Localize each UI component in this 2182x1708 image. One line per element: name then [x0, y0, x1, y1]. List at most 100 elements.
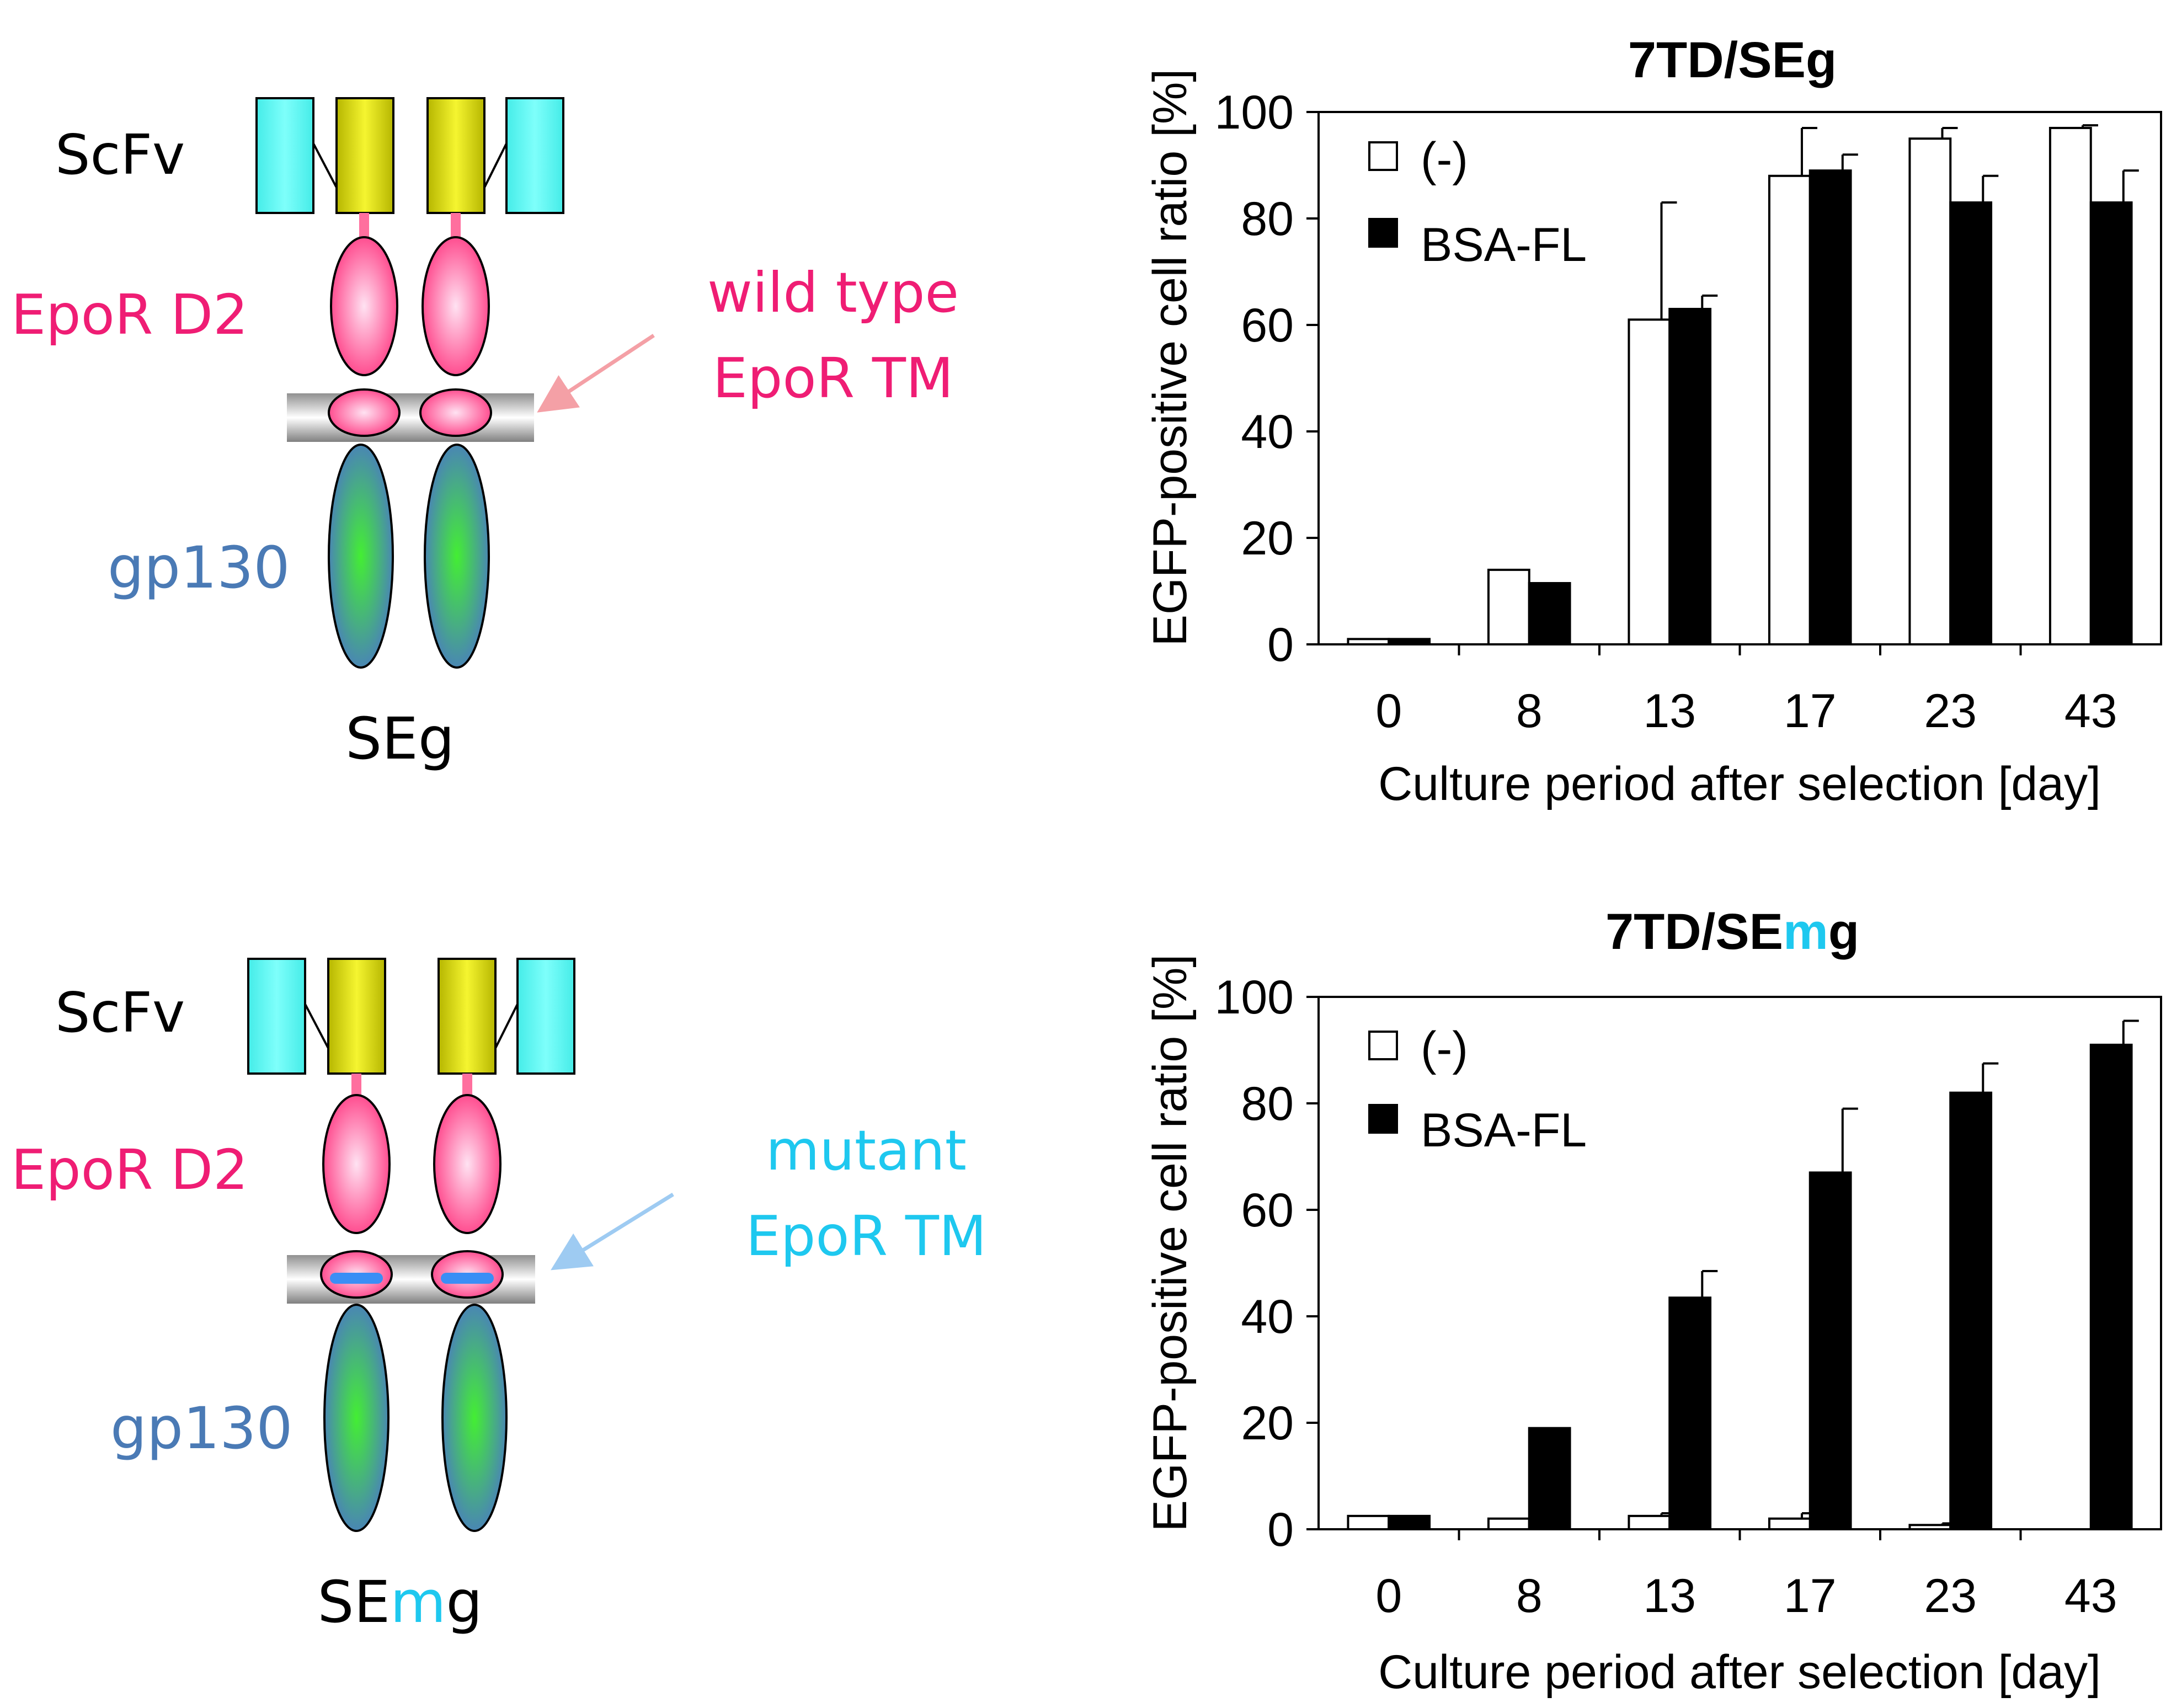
x-ticks: 0 8 13 17 23 43 — [1375, 644, 2117, 738]
legend-label-bsafl: BSA-FL — [1421, 1104, 1587, 1157]
x-axis-label: Culture period after selection [day] — [1378, 1646, 2101, 1699]
gp130-left — [323, 1304, 390, 1532]
chart-7td-semg: 7TD/SEmg EGFP-positive cell ratio [%] Cu… — [1144, 904, 2162, 1699]
y-tick-label: 100 — [1215, 86, 1294, 139]
bar-minus — [1768, 1517, 1811, 1530]
x-tick-label: 17 — [1784, 1570, 1837, 1622]
epor-d2-left — [322, 1094, 391, 1234]
gp130-left — [328, 444, 394, 669]
plot-frame — [1317, 111, 2162, 645]
y-ticks: 0 20 40 60 80 100 — [1215, 971, 1319, 1556]
tm-mutation-mark-left — [330, 1273, 383, 1284]
bar-minus — [1768, 174, 1811, 645]
gp130-right — [424, 444, 490, 669]
epor-d2-left — [330, 236, 398, 376]
bar-bsafl — [1388, 638, 1431, 645]
legend-swatch-bsafl — [1368, 1104, 1398, 1134]
y-tick-label: 0 — [1267, 618, 1294, 671]
construct-label: SEmg — [317, 1568, 482, 1636]
bar-bsafl — [1668, 1296, 1712, 1531]
y-axis-label: EGFP-positive cell ratio [%] — [1144, 954, 1197, 1532]
scfv-linker-left — [304, 1004, 329, 1049]
bar-minus — [1487, 568, 1530, 646]
bar-minus — [2048, 126, 2092, 645]
tm-arrow — [551, 1193, 674, 1271]
x-tick-label: 43 — [2064, 1570, 2117, 1622]
x-tick-label: 8 — [1516, 685, 1543, 738]
chart-7td-seg: 7TD/SEg EGFP-positive cell ratio [%] Cul… — [1144, 32, 2162, 810]
bar-minus — [1347, 1514, 1390, 1530]
x-tick-label: 13 — [1643, 685, 1696, 738]
stalk-right — [451, 213, 461, 241]
chart-title: 7TD/SEg — [1628, 32, 1837, 88]
legend-swatch-minus — [1368, 141, 1398, 171]
legend-label-minus: (-) — [1421, 1022, 1468, 1075]
plot-frame — [1317, 996, 2162, 1530]
scfv-vh-left — [255, 97, 314, 214]
bar-minus — [1908, 137, 1952, 645]
diagram-semg: ScFv EpoR D2 gp130 mutant EpoR TM SEmg — [11, 958, 986, 1636]
diagram-seg: ScFv EpoR D2 gp130 wild type EpoR TM SEg — [11, 97, 959, 772]
receptor-dimer — [255, 97, 564, 669]
y-ticks: 0 20 40 60 80 100 — [1215, 86, 1319, 671]
bar-minus — [1347, 638, 1390, 645]
x-tick-label: 0 — [1375, 1570, 1402, 1622]
x-axis-label: Culture period after selection [day] — [1378, 757, 2101, 810]
y-tick-label: 40 — [1241, 405, 1294, 458]
y-tick-label: 60 — [1241, 299, 1294, 352]
epor-d2-right — [433, 1094, 502, 1234]
x-tick-label: 23 — [1924, 1570, 1977, 1622]
bars — [1347, 124, 2139, 646]
plot-area — [1317, 996, 2162, 1530]
scfv-vl-left — [327, 958, 386, 1075]
chart-title: 7TD/SEmg — [1605, 904, 1859, 960]
tm-label-line2: EpoR TM — [746, 1204, 986, 1268]
y-tick-label: 20 — [1241, 1397, 1294, 1450]
y-tick-label: 80 — [1241, 193, 1294, 245]
bar-bsafl — [1388, 1514, 1431, 1530]
x-tick-label: 8 — [1516, 1570, 1543, 1622]
x-tick-label: 23 — [1924, 685, 1977, 738]
legend-label-bsafl: BSA-FL — [1421, 218, 1587, 271]
tm-label-line2: EpoR TM — [713, 346, 953, 410]
bar-bsafl — [1528, 1427, 1571, 1530]
receptor-dimer — [247, 958, 575, 1532]
bar-minus — [1628, 318, 1671, 645]
bar-minus — [1487, 1517, 1530, 1530]
y-tick-label: 80 — [1241, 1077, 1294, 1130]
bar-bsafl — [1808, 1171, 1852, 1530]
x-tick-label: 0 — [1375, 685, 1402, 738]
tm-label-line1: mutant — [766, 1118, 967, 1183]
scfv-vl-left — [335, 97, 394, 214]
y-tick-label: 20 — [1241, 512, 1294, 565]
x-tick-label: 43 — [2064, 685, 2117, 738]
bar-bsafl — [2089, 201, 2133, 645]
bar-minus — [1628, 1514, 1671, 1530]
x-tick-label: 13 — [1643, 1570, 1696, 1622]
scfv-vh-left — [247, 958, 306, 1075]
bar-bsafl — [1528, 582, 1571, 646]
bar-bsafl — [1808, 169, 1852, 645]
y-axis-label: EGFP-positive cell ratio [%] — [1144, 69, 1197, 647]
epor-tm-left — [328, 388, 401, 437]
gp130-right — [441, 1304, 508, 1532]
legend: (-) BSA-FL — [1368, 133, 1587, 271]
epor-d2-label: EpoR D2 — [11, 282, 248, 347]
x-tick-label: 17 — [1784, 685, 1837, 738]
gp130-label: gp130 — [110, 1395, 293, 1462]
cell-membrane — [287, 393, 534, 442]
legend-swatch-minus — [1368, 1031, 1398, 1060]
scfv-label: ScFv — [55, 980, 185, 1045]
scfv-vh-right — [505, 97, 564, 214]
plot-area — [1317, 111, 2162, 645]
scfv-vl-right — [438, 958, 497, 1075]
bar-bsafl — [1949, 201, 1993, 645]
bar-bsafl — [1668, 308, 1712, 645]
tm-label-line1: wild type — [707, 260, 959, 325]
tm-arrow — [537, 334, 655, 413]
y-tick-label: 60 — [1241, 1184, 1294, 1237]
bars — [1347, 1020, 2139, 1531]
legend-label-minus: (-) — [1421, 133, 1468, 186]
construct-label: SEg — [345, 705, 455, 772]
legend-swatch-bsafl — [1368, 218, 1398, 248]
